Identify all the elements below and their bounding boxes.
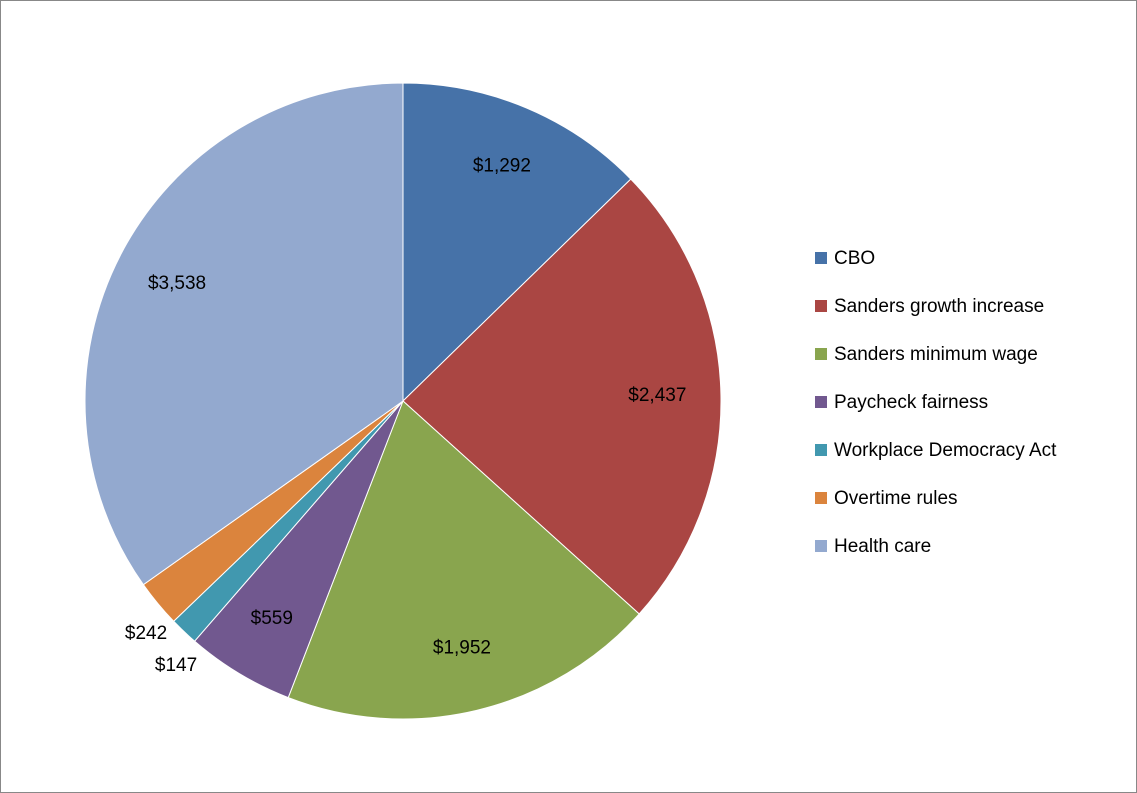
data-label: $147 [155, 655, 197, 676]
pie-slice [287, 400, 640, 720]
data-label: $559 [251, 608, 293, 629]
legend-marker [815, 396, 827, 408]
data-label: $242 [125, 623, 167, 644]
data-label: $2,437 [628, 385, 686, 406]
legend-label: Health care [834, 536, 931, 557]
pie-slice [402, 178, 722, 615]
legend-marker [815, 300, 827, 312]
legend-label: CBO [834, 248, 875, 269]
legend-marker [815, 540, 827, 552]
legend-marker [815, 444, 827, 456]
legend-label: Paycheck fairness [834, 392, 988, 413]
legend-label: Sanders growth increase [834, 296, 1044, 317]
data-label: $1,292 [473, 156, 531, 177]
pie-slice [402, 82, 632, 403]
legend-label: Workplace Democracy Act [834, 440, 1057, 461]
data-label: $1,952 [433, 637, 491, 658]
legend-label: Overtime rules [834, 488, 958, 509]
data-label: $3,538 [148, 273, 206, 294]
legend-label: Sanders minimum wage [834, 344, 1038, 365]
legend-marker [815, 252, 827, 264]
legend-marker [815, 348, 827, 360]
pie-slice [84, 82, 404, 586]
legend-marker [815, 492, 827, 504]
